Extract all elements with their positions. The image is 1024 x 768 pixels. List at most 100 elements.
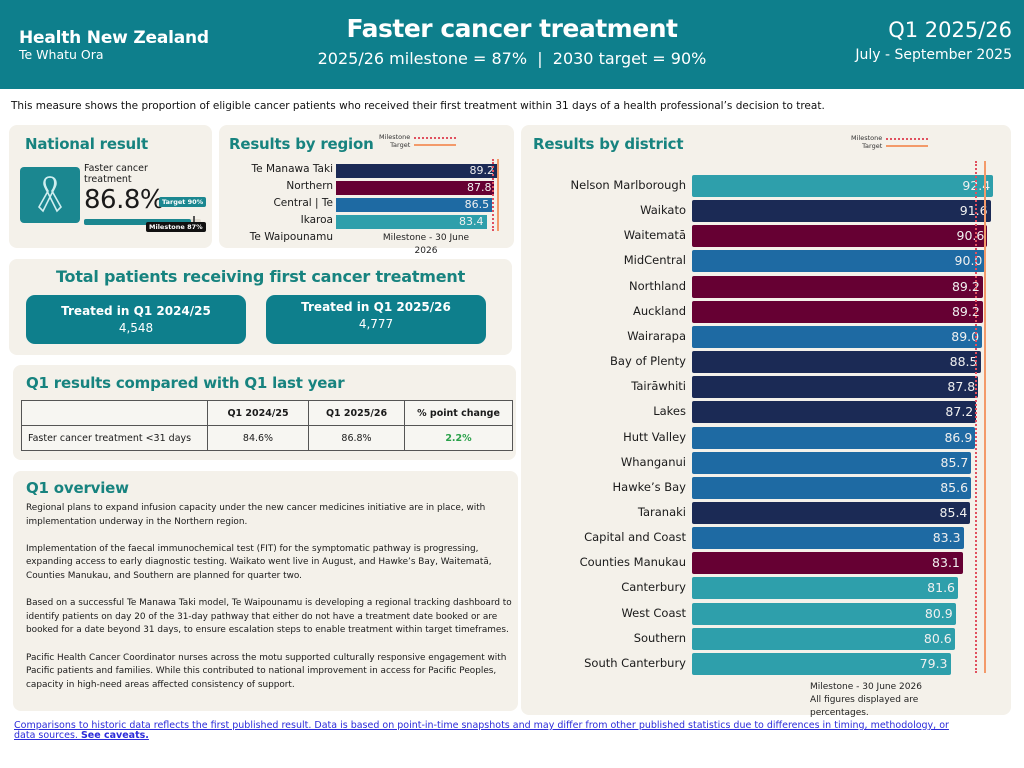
district-label: Counties Manukau: [579, 555, 686, 570]
district-chart-note: Milestone - 30 June 2026 All figures dis…: [810, 681, 960, 720]
district-label: Capital and Coast: [584, 530, 686, 545]
district-bar: 79.3: [692, 652, 951, 675]
district-bar-value: 87.2: [945, 404, 974, 420]
district-bar-value: 79.3: [919, 655, 948, 671]
district-bar: 83.3: [692, 527, 964, 550]
reporting-quarter: Q1 2025/26: [888, 18, 1012, 42]
district-label: Canterbury: [621, 580, 686, 595]
current-year-cell: 86.8%: [308, 425, 405, 451]
district-bar-value: 91.6: [959, 203, 988, 219]
national-measure-label: Faster cancer treatment: [84, 163, 148, 185]
region-chart-title: Results by region: [229, 135, 374, 153]
district-label: Waikato: [640, 203, 686, 218]
district-label: Waitematā: [623, 228, 686, 243]
district-chart-legend: Milestone Target: [851, 134, 929, 150]
district-bar: 80.9: [692, 602, 956, 625]
region-bar-value: 89.2: [469, 164, 495, 177]
q1-comparison-title: Q1 results compared with Q1 last year: [26, 374, 345, 392]
legend-target-line: [414, 144, 457, 147]
district-bar-value: 83.1: [932, 555, 960, 571]
region-label: Te Manawa Taki: [251, 163, 333, 175]
overview-paragraph: Based on a successful Te Manawa Taki mod…: [26, 598, 512, 636]
district-bar-value: 90.6: [956, 228, 985, 244]
district-note-line: Milestone - 30 June 2026: [810, 682, 922, 692]
point-change-cell: 2.2%: [404, 425, 513, 451]
region-bar: 87.8: [336, 181, 495, 195]
q1-comparison-panel: Q1 results compared with Q1 last year Q1…: [13, 365, 516, 460]
cancer-ribbon-icon: [20, 167, 80, 223]
region-chart-legend: Milestone Target: [379, 133, 457, 149]
district-label: Southern: [633, 630, 686, 645]
district-bar-value: 85.7: [940, 454, 969, 470]
district-bar: 85.7: [692, 451, 972, 474]
table-header-row: Q1 2024/25 Q1 2025/26 % point change: [21, 400, 513, 426]
district-bar-value: 89.0: [951, 328, 980, 344]
district-bar-value: 80.9: [924, 605, 953, 621]
see-caveats-link[interactable]: See caveats.: [80, 729, 149, 741]
brand-name: Health New Zealand: [19, 28, 209, 48]
caveats-footer[interactable]: Comparisons to historic data reflects th…: [14, 721, 964, 740]
reporting-period: July - September 2025: [855, 47, 1012, 63]
q1-overview-text: Regional plans to expand infusion capaci…: [26, 502, 516, 706]
district-bar-value: 88.5: [949, 354, 978, 370]
district-bar: 89.2: [692, 275, 983, 298]
milestone-badge: Milestone 87%: [146, 222, 206, 232]
district-bar-value: 81.6: [927, 580, 956, 596]
district-chart-title: Results by district: [533, 135, 684, 153]
district-label: MidCentral: [623, 253, 686, 268]
brand-subname: Te Whatu Ora: [19, 47, 104, 62]
district-bar: 89.2: [692, 300, 983, 323]
region-target-line: [497, 159, 500, 231]
national-progress-fill: [84, 219, 191, 225]
legend-target-label: Target: [862, 141, 883, 150]
district-bar: 87.2: [692, 401, 977, 424]
district-bar: 87.8: [692, 376, 979, 399]
district-bar: 92.4: [692, 175, 994, 197]
region-bar-value: 87.8: [466, 181, 492, 194]
district-label: Lakes: [653, 404, 686, 419]
district-label: Wairarapa: [627, 328, 686, 343]
district-label: Taranaki: [637, 504, 686, 519]
region-bar: 83.4: [336, 215, 487, 229]
treated-current-year-card: Treated in Q1 2025/26 4,777: [266, 295, 486, 344]
measure-name-cell: Faster cancer treatment <31 days: [21, 425, 208, 451]
legend-milestone-line: [886, 137, 929, 140]
legend-milestone-label: Milestone: [379, 133, 411, 141]
district-bar-value: 80.6: [923, 630, 952, 646]
district-bar-value: 87.8: [947, 379, 976, 395]
q1-comparison-table: Q1 2024/25 Q1 2025/26 % point change Fas…: [21, 400, 513, 451]
district-target-line: [984, 161, 987, 673]
district-bar: 90.6: [692, 225, 988, 248]
district-milestone-line: [974, 161, 977, 673]
region-label: Te Waipounamu: [249, 231, 333, 243]
district-bar: 80.6: [692, 627, 955, 650]
district-label: Bay of Plenty: [610, 354, 686, 369]
treated-current-year-value: 4,777: [358, 317, 394, 331]
district-bar-value: 85.4: [939, 504, 968, 520]
table-row: Faster cancer treatment <31 days 84.6% 8…: [21, 425, 513, 451]
district-bar: 85.6: [692, 476, 972, 499]
column-header: Q1 2024/25: [207, 400, 309, 426]
district-label: South Canterbury: [584, 655, 686, 670]
district-bar: 86.9: [692, 426, 976, 449]
brand-logo: Health New Zealand Te Whatu Ora: [19, 28, 209, 62]
overview-paragraph: Implementation of the faecal immunochemi…: [26, 543, 492, 581]
treated-prior-year-card: Treated in Q1 2024/25 4,548: [26, 295, 246, 344]
treated-prior-year-value: 4,548: [118, 321, 154, 335]
results-by-region-panel: Results by region Milestone Target Te Ma…: [219, 125, 514, 256]
overview-paragraph: Pacific Health Cancer Coordinator nurses…: [26, 652, 507, 690]
q1-overview-title: Q1 overview: [26, 479, 129, 497]
district-label: Auckland: [633, 303, 686, 318]
header-banner: Health New Zealand Te Whatu Ora Faster c…: [0, 0, 1024, 89]
caveats-text[interactable]: Comparisons to historic data reflects th…: [14, 720, 949, 741]
district-bar: 85.4: [692, 501, 971, 524]
page-title: Faster cancer treatment: [346, 14, 678, 43]
region-label: Northern: [286, 180, 333, 192]
column-header: Q1 2025/26: [308, 400, 405, 426]
district-bar: 89.0: [692, 325, 983, 348]
district-note-line: All figures displayed are: [810, 695, 919, 705]
district-label: West Coast: [621, 605, 686, 620]
column-header: [21, 400, 208, 426]
legend-milestone-line: [414, 136, 457, 139]
district-bar: 90.0: [692, 250, 986, 273]
